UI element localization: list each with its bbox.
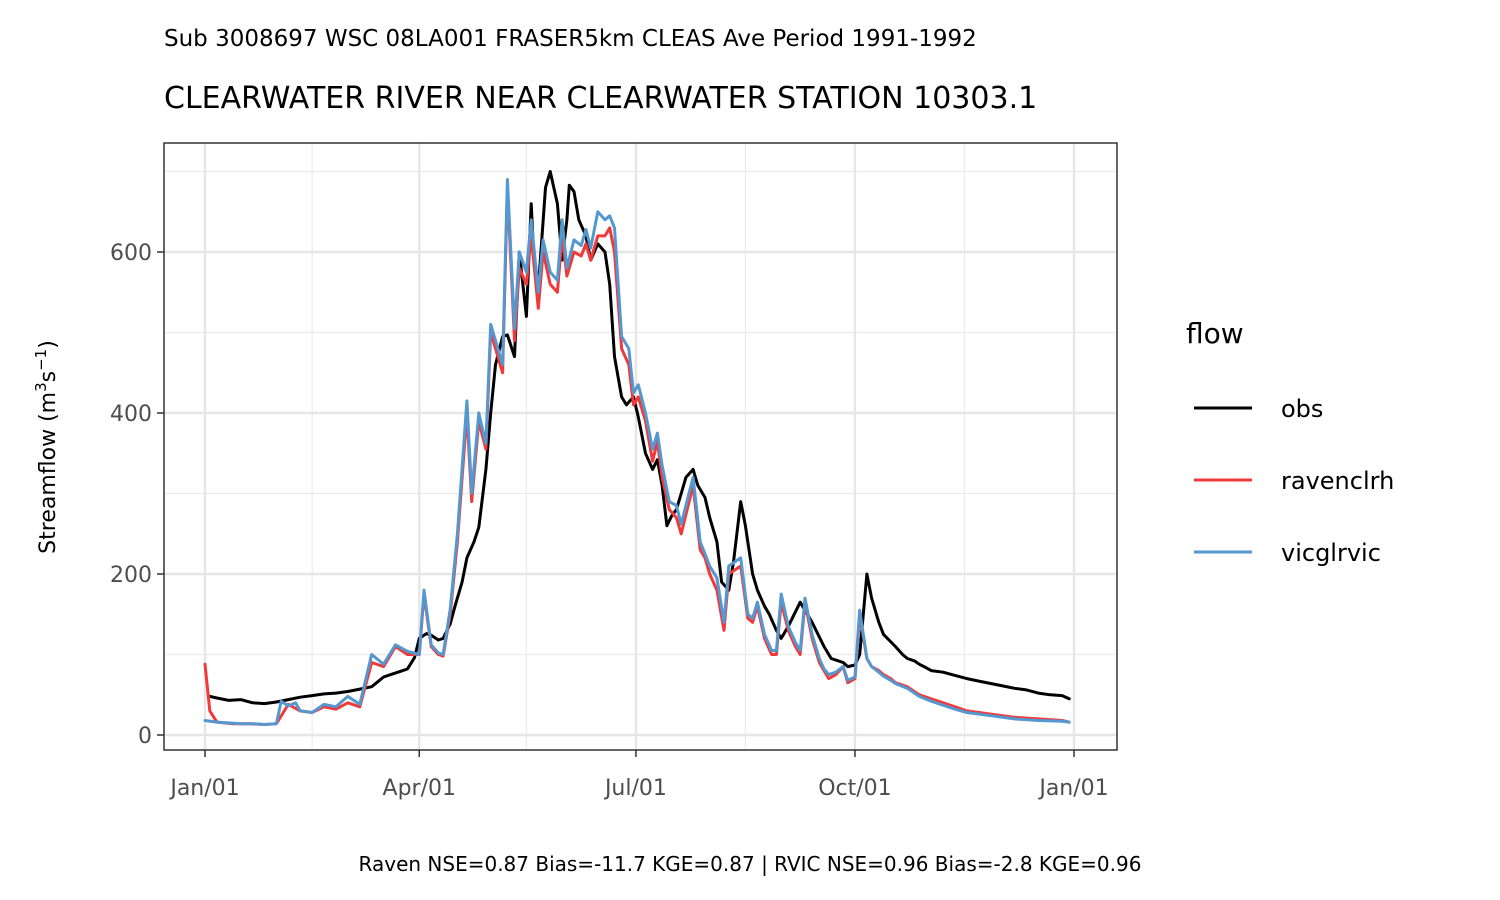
legend-label-vicglrvic: vicglrvic (1281, 539, 1381, 567)
axis-ticks: 0 200 400 600 Jan/01 Apr/01 Jul/01 Oct/01 Jan/01 (110, 241, 1109, 801)
y-axis-label-base: Streamflow (m (36, 392, 61, 554)
y-tick-label: 400 (110, 402, 152, 427)
y-axis-label-mid: s (36, 371, 61, 382)
y-tick-label: 600 (110, 241, 152, 266)
x-tick-label: Jan/01 (168, 776, 239, 801)
chart-caption: Raven NSE=0.87 Bias=-11.7 KGE=0.87 | RVI… (359, 852, 1142, 876)
plot-lines (203, 170, 1071, 726)
series-line-vicglrvic (203, 178, 1071, 726)
plot-grid (164, 143, 1117, 750)
series-line-obs (208, 170, 1071, 706)
y-tick-label: 200 (110, 563, 152, 588)
plot-panel-border (163, 142, 1118, 751)
legend-title: flow (1186, 317, 1244, 350)
x-tick-label: Jul/01 (603, 776, 667, 801)
x-tick-label: Oct/01 (818, 776, 891, 801)
chart-subtitle: Sub 3008697 WSC 08LA001 FRASER5km CLEAS … (164, 26, 977, 52)
y-axis-label: Streamflow (m3s−1) (32, 340, 61, 554)
legend-items: obs ravenclrh vicglrvic (1194, 395, 1394, 567)
legend-label-obs: obs (1281, 395, 1323, 423)
x-tick-label: Apr/01 (383, 776, 456, 801)
x-tick-label: Jan/01 (1037, 776, 1108, 801)
chart-title: CLEARWATER RIVER NEAR CLEARWATER STATION… (164, 81, 1037, 116)
y-tick-label: 0 (138, 724, 152, 749)
y-axis-label-sup2: −1 (32, 349, 50, 371)
legend: flow obs ravenclrh vicglrvic (1186, 317, 1394, 567)
legend-label-ravenclrh: ravenclrh (1281, 467, 1394, 495)
y-axis-label-sup1: 3 (32, 382, 50, 392)
y-axis-label-end: ) (36, 340, 61, 349)
